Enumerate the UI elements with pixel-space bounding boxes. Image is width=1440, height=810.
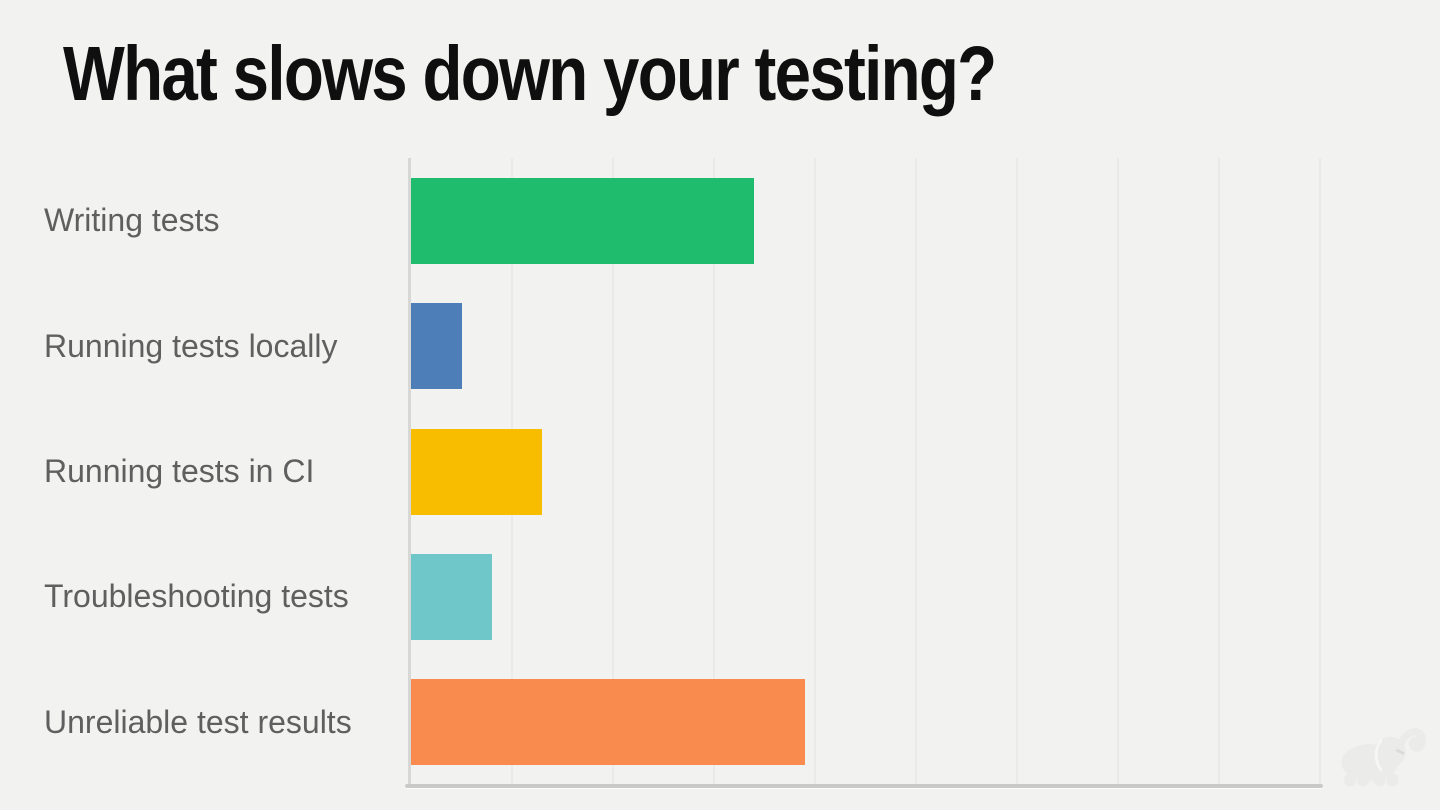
bar-writing-tests bbox=[411, 177, 755, 264]
gridline bbox=[713, 158, 715, 785]
gridline bbox=[814, 158, 816, 785]
plot-area bbox=[411, 158, 1321, 785]
y-axis-line bbox=[408, 158, 411, 787]
category-label-troubleshooting-tests: Troubleshooting tests bbox=[44, 578, 349, 615]
gridline bbox=[1016, 158, 1018, 785]
gridline bbox=[1319, 158, 1321, 785]
category-label-running-tests-locally: Running tests locally bbox=[44, 327, 338, 364]
gridline bbox=[1218, 158, 1220, 785]
bar-running-tests-locally bbox=[411, 303, 462, 390]
category-label-running-tests-in-ci: Running tests in CI bbox=[44, 452, 315, 489]
gridline bbox=[612, 158, 614, 785]
gradle-elephant-logo-icon bbox=[1341, 728, 1426, 787]
bar-troubleshooting-tests bbox=[411, 553, 492, 640]
category-labels: Writing tests Running tests locally Runnin… bbox=[44, 158, 404, 785]
bar-running-tests-in-ci bbox=[411, 428, 543, 515]
category-label-unreliable-test-results: Unreliable test results bbox=[44, 703, 352, 740]
slide-title: What slows down your testing? bbox=[63, 31, 997, 117]
gridline bbox=[915, 158, 917, 785]
bar-unreliable-test-results bbox=[411, 679, 805, 766]
x-axis-line bbox=[405, 784, 1323, 788]
gridline bbox=[1117, 158, 1119, 785]
category-label-writing-tests: Writing tests bbox=[44, 202, 220, 239]
